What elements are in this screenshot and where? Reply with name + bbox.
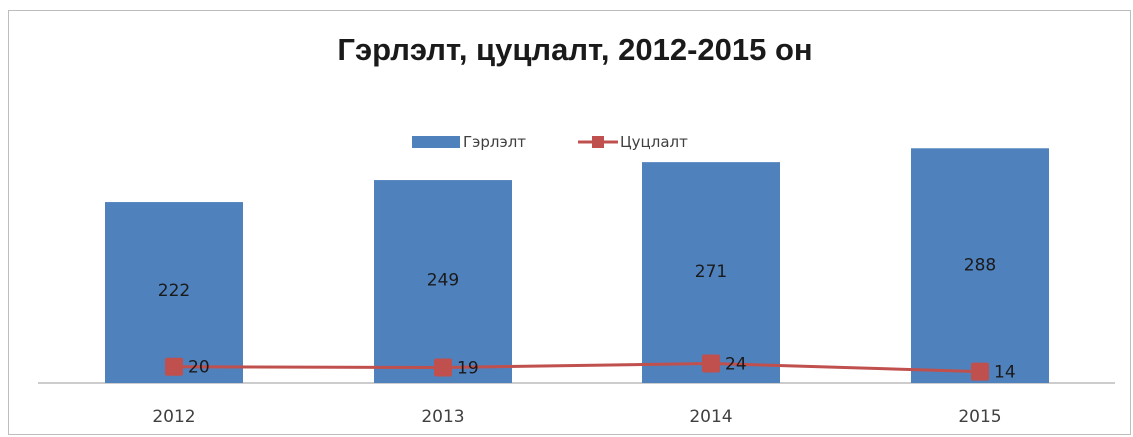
bar-label-2013: 249 bbox=[427, 271, 459, 291]
line-label-2014: 24 bbox=[725, 354, 747, 374]
line-label-2012: 20 bbox=[188, 358, 210, 378]
bar-2013 bbox=[374, 180, 512, 383]
line-label-2013: 19 bbox=[457, 359, 479, 379]
legend: Гэрлэлт Цуцлалт bbox=[412, 133, 688, 151]
legend-label-marriage: Гэрлэлт bbox=[463, 133, 526, 151]
line-series: 20 19 24 14 bbox=[165, 354, 1016, 383]
bars: 222 249 271 288 bbox=[105, 148, 1049, 383]
bar-label-2015: 288 bbox=[964, 255, 996, 275]
line-label-2015: 14 bbox=[994, 363, 1016, 383]
x-tick-2015: 2015 bbox=[958, 407, 1001, 427]
legend-label-divorce: Цуцлалт bbox=[620, 133, 688, 151]
bar-2015 bbox=[911, 148, 1049, 383]
line-marker-2012 bbox=[165, 357, 183, 376]
bar-2012 bbox=[105, 202, 243, 383]
legend-swatch-marker bbox=[592, 136, 604, 148]
bar-2014 bbox=[642, 162, 780, 383]
line-marker-2015 bbox=[971, 362, 989, 381]
bar-label-2014: 271 bbox=[695, 262, 727, 282]
bar-label-2012: 222 bbox=[158, 281, 190, 301]
x-tick-2013: 2013 bbox=[421, 407, 464, 427]
x-axis-ticks: 2012 2013 2014 2015 bbox=[152, 407, 1001, 427]
legend-swatch-bar bbox=[412, 136, 460, 148]
chart-title: Гэрлэлт, цуцлалт, 2012-2015 он bbox=[337, 32, 812, 67]
line-marker-2014 bbox=[702, 354, 720, 373]
x-tick-2014: 2014 bbox=[689, 407, 732, 427]
line-divorce bbox=[173, 361, 981, 374]
x-tick-2012: 2012 bbox=[152, 407, 195, 427]
line-marker-2013 bbox=[434, 358, 452, 377]
